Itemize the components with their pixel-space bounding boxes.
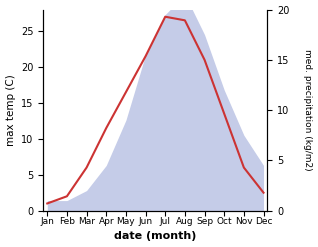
Y-axis label: med. precipitation (kg/m2): med. precipitation (kg/m2) [303, 49, 313, 171]
X-axis label: date (month): date (month) [114, 231, 197, 242]
Y-axis label: max temp (C): max temp (C) [5, 74, 16, 146]
